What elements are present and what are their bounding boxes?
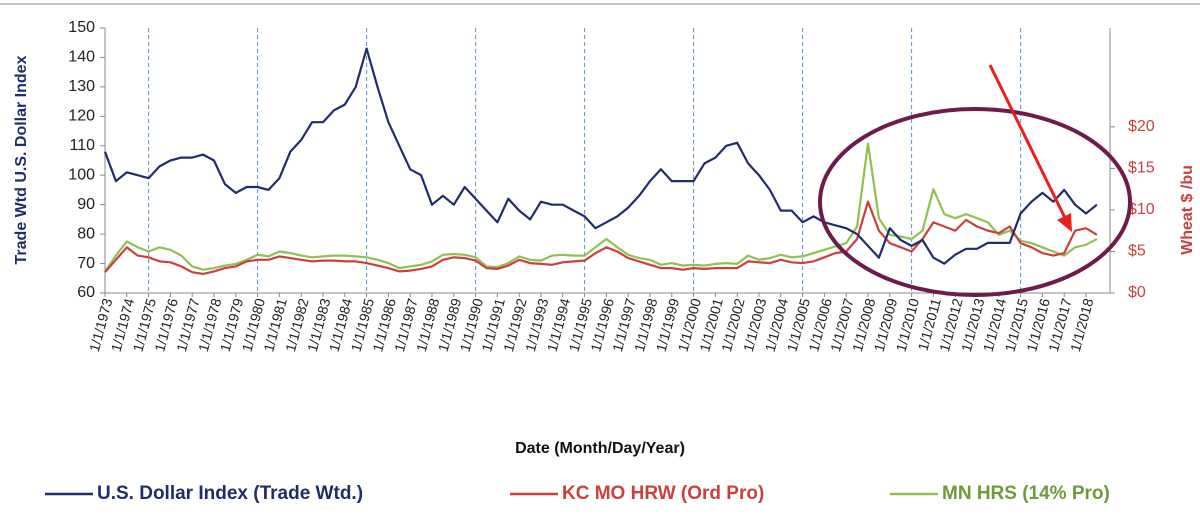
annotation-arrow — [988, 64, 1068, 221]
x-axis-title: Date (Month/Day/Year) — [515, 440, 685, 457]
y-tick-label: 110 — [69, 137, 95, 154]
y-tick-label: 80 — [77, 225, 95, 242]
y-tick-label: 150 — [68, 19, 95, 36]
annotation-arrowhead — [1057, 213, 1072, 232]
series-line — [103, 47, 1098, 265]
series-line — [104, 200, 1098, 275]
y-axis-title: Trade Wtd U.S. Dollar Index — [13, 55, 30, 264]
y-tick-label: 140 — [68, 49, 95, 66]
y2-tick-label: $20 — [1128, 118, 1155, 135]
y-tick-label: 70 — [77, 255, 95, 272]
legend-label: KC MO HRW (Ord Pro) — [562, 483, 764, 504]
series-line — [104, 142, 1098, 273]
y-tick-label: 90 — [77, 196, 95, 213]
y2-tick-label: $10 — [1128, 201, 1155, 218]
legend-label: MN HRS (14% Pro) — [942, 483, 1110, 504]
y2-tick-label: $0 — [1128, 284, 1146, 301]
annotation-ellipse — [818, 107, 1132, 297]
y-tick-label: 60 — [77, 284, 95, 301]
y2-tick-label: $5 — [1128, 243, 1146, 260]
y2-axis-title: Wheat $ /bu — [1179, 165, 1196, 255]
y-tick-label: 130 — [68, 78, 95, 95]
y-tick-label: 100 — [68, 166, 95, 183]
legend-label: U.S. Dollar Index (Trade Wtd.) — [97, 483, 363, 504]
y2-tick-label: $15 — [1128, 160, 1155, 177]
y-tick-label: 120 — [68, 108, 95, 125]
